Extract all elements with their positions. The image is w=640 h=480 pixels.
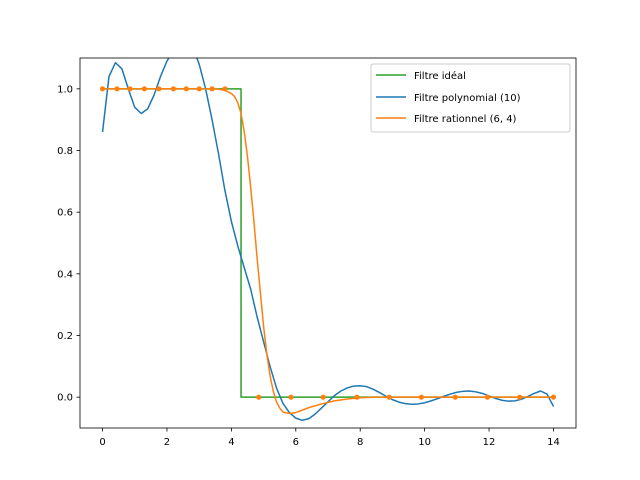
rational-sample-point	[484, 394, 491, 400]
y-axis: 0.0 0.2 0.4 0.6 0.8 1.0	[57, 84, 80, 404]
y-tick-label: 1.0	[57, 84, 73, 95]
x-tick-label: 4	[228, 437, 234, 448]
marker-layer	[99, 86, 557, 400]
series-line-rational	[102, 88, 554, 415]
rational-sample-point	[452, 394, 458, 400]
rational-sample-point	[256, 394, 262, 400]
rational-sample-point	[320, 394, 326, 400]
rational-sample-point	[99, 86, 106, 92]
x-tick-label: 6	[293, 437, 299, 448]
y-tick-label: 0.4	[57, 269, 73, 280]
y-tick-label: 0.0	[57, 393, 73, 404]
x-tick-label: 10	[418, 437, 431, 448]
rational-sample-point	[156, 86, 162, 92]
legend: Filtre idéal Filtre polynomial (10) Filt…	[370, 63, 571, 133]
rational-sample-point	[354, 394, 360, 400]
rational-sample-point	[222, 86, 228, 92]
x-tick-label: 0	[99, 437, 105, 448]
x-tick-label: 14	[547, 437, 560, 448]
plot-frame	[79, 57, 577, 429]
rational-sample-point	[288, 394, 294, 400]
legend-label-ideal: Filtre idéal	[414, 70, 466, 82]
x-tick-label: 2	[164, 437, 170, 448]
rational-sample-point	[418, 394, 424, 400]
rational-sample-point	[196, 86, 202, 92]
x-tick-label: 12	[483, 437, 496, 448]
rational-sample-point	[209, 86, 215, 92]
x-axis: 0 2 4 6 8 10 12 14	[99, 428, 560, 448]
rational-sample-point	[127, 86, 133, 92]
rational-sample-point	[141, 86, 148, 92]
y-tick-label: 0.8	[57, 146, 73, 157]
legend-box	[370, 63, 571, 133]
rational-sample-point	[170, 86, 176, 92]
rational-sample-point	[517, 394, 523, 400]
y-tick-label: 0.2	[57, 331, 73, 342]
rational-sample-point	[550, 394, 557, 400]
x-tick-label: 8	[357, 437, 363, 448]
legend-label-polynomial: Filtre polynomial (10)	[414, 93, 521, 104]
rational-sample-point	[114, 86, 120, 92]
rational-sample-point	[386, 394, 392, 400]
y-tick-label: 0.6	[57, 208, 73, 219]
rational-sample-point	[183, 86, 189, 92]
legend-label-rational: Filtre rationnel (6, 4)	[414, 114, 517, 125]
